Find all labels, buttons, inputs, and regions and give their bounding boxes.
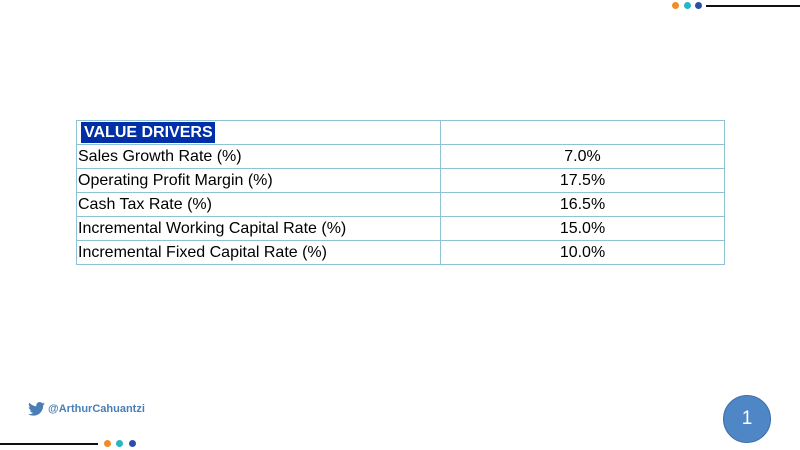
table-title: VALUE DRIVERS	[81, 122, 215, 143]
header-cell: VALUE DRIVERS	[76, 120, 441, 145]
row-label: Incremental Working Capital Rate (%)	[76, 216, 441, 241]
table-row: Incremental Working Capital Rate (%) 15.…	[76, 216, 725, 241]
row-value: 7.0%	[440, 144, 725, 169]
table-row: Incremental Fixed Capital Rate (%) 10.0%	[76, 240, 725, 265]
table-row: Sales Growth Rate (%) 7.0%	[76, 144, 725, 169]
blue-dot	[695, 2, 702, 9]
table-row: Operating Profit Margin (%) 17.5%	[76, 168, 725, 193]
teal-dot	[684, 2, 691, 9]
orange-dot	[104, 440, 111, 447]
row-value: 17.5%	[440, 168, 725, 193]
top-decoration	[668, 0, 800, 12]
row-value: 16.5%	[440, 192, 725, 217]
twitter-bird-icon	[28, 402, 45, 416]
header-empty-cell	[440, 120, 725, 145]
value-drivers-table: VALUE DRIVERS Sales Growth Rate (%) 7.0%…	[76, 120, 725, 265]
bottom-decoration	[0, 438, 140, 450]
decorative-line	[706, 5, 800, 7]
row-label: Sales Growth Rate (%)	[76, 144, 441, 169]
row-label: Incremental Fixed Capital Rate (%)	[76, 240, 441, 265]
page-number-badge: 1	[723, 395, 771, 443]
twitter-handle-text: @ArthurCahuantzi	[48, 403, 145, 415]
blue-dot	[129, 440, 136, 447]
row-label: Operating Profit Margin (%)	[76, 168, 441, 193]
teal-dot	[116, 440, 123, 447]
orange-dot	[672, 2, 679, 9]
table-header-row: VALUE DRIVERS	[76, 120, 725, 145]
decorative-line	[0, 443, 98, 445]
row-label: Cash Tax Rate (%)	[76, 192, 441, 217]
table-row: Cash Tax Rate (%) 16.5%	[76, 192, 725, 217]
twitter-handle[interactable]: @ArthurCahuantzi	[28, 402, 145, 416]
row-value: 15.0%	[440, 216, 725, 241]
row-value: 10.0%	[440, 240, 725, 265]
